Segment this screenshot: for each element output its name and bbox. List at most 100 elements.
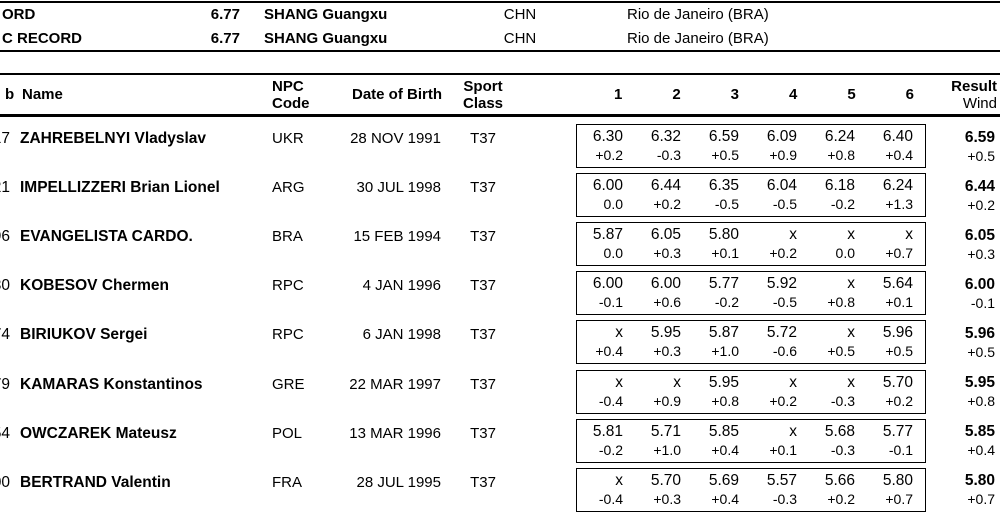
sport-class: T37	[470, 375, 496, 393]
attempt-wind: +0.4	[711, 490, 739, 507]
header-npc-line1: NPC	[272, 78, 304, 95]
date-of-birth: 13 MAR 1996	[349, 424, 441, 442]
header-attempt-2: 2	[672, 86, 681, 103]
attempt-cell: 5.64 +0.1	[867, 274, 925, 314]
result-distance: 5.96	[964, 324, 995, 342]
bib-number: 96	[0, 228, 10, 246]
attempt-wind: +0.2	[653, 196, 681, 213]
header-attempt-3: 3	[730, 86, 739, 103]
attempt-cell: 6.24 +0.8	[809, 127, 867, 167]
attempts-box: 5.81 -0.2 5.71 +1.0 5.85 +0.4 x +0.1 5.6…	[576, 418, 926, 463]
attempt-distance: 5.81	[592, 422, 623, 440]
npc-code: RPC	[272, 277, 304, 295]
attempt-cell: 5.87 +1.0	[693, 323, 751, 363]
attempt-cell: x +0.5	[809, 323, 867, 363]
attempt-cell: x +0.8	[809, 274, 867, 314]
npc-code: RPC	[272, 326, 304, 344]
result-distance: 6.44	[964, 177, 995, 195]
attempt-cell: 5.80 +0.1	[693, 225, 751, 265]
result-distance: 6.05	[964, 226, 995, 244]
attempt-cell: 5.77 -0.2	[693, 274, 751, 314]
header-npc-line2: Code	[272, 95, 310, 112]
attempt-cell: 5.81 -0.2	[577, 422, 635, 462]
header-bottom-rule	[0, 114, 1000, 117]
attempt-distance: 5.85	[708, 422, 739, 440]
header-attempt-numbers: 1 2 3 4 5 6	[576, 75, 926, 114]
attempt-cell: 5.70 +0.2	[867, 373, 925, 413]
attempt-distance: 5.80	[708, 226, 739, 244]
attempt-wind: 0.0	[603, 245, 623, 262]
date-of-birth: 30 JUL 1998	[356, 179, 441, 197]
attempt-cell: 6.18 -0.2	[809, 176, 867, 216]
date-of-birth: 28 NOV 1991	[350, 130, 441, 147]
athlete-name: OWCZAREK Mateusz	[20, 424, 177, 442]
athlete-row: 79 KAMARAS Konstantinos GRE 22 MAR 1997 …	[0, 369, 1000, 419]
attempt-cell: 6.04 -0.5	[751, 176, 809, 216]
bib-number: 21	[0, 179, 10, 197]
attempt-cell: 6.35 -0.5	[693, 176, 751, 216]
attempt-distance: 5.70	[882, 373, 913, 391]
npc-code: FRA	[272, 473, 302, 491]
header-result: Result Wind	[880, 78, 997, 112]
header-top-rule	[0, 73, 1000, 75]
attempt-wind: +0.5	[711, 147, 739, 163]
attempt-wind: +0.3	[653, 490, 681, 507]
attempt-cell: 5.96 +0.5	[867, 323, 925, 363]
attempt-distance: 5.68	[824, 422, 855, 440]
attempts-box: 6.30 +0.2 6.32 -0.3 6.59 +0.5 6.09 +0.9 …	[576, 124, 926, 168]
attempt-cell: x 0.0	[809, 225, 867, 265]
attempt-distance: 6.44	[650, 177, 681, 195]
result-cell: 5.80 +0.7	[880, 471, 995, 508]
attempt-distance: x	[847, 226, 855, 244]
result-wind: -0.1	[970, 294, 995, 311]
athlete-row: 74 BIRIUKOV Sergei RPC 6 JAN 1998 T37 x …	[0, 320, 1000, 369]
attempt-wind: -0.3	[830, 441, 855, 458]
attempt-cell: 5.57 -0.3	[751, 471, 809, 511]
attempt-wind: +0.4	[595, 343, 623, 360]
result-cell: 5.95 +0.8	[880, 373, 995, 410]
result-distance: 5.85	[964, 423, 995, 441]
attempt-wind: -0.4	[598, 490, 623, 507]
attempt-distance: x	[789, 226, 797, 244]
attempt-wind: -0.3	[656, 147, 681, 163]
attempt-wind: -0.5	[714, 196, 739, 213]
attempt-cell: 6.30 +0.2	[577, 127, 635, 167]
attempt-wind: -0.1	[598, 294, 623, 311]
attempt-cell: 6.32 -0.3	[635, 127, 693, 167]
record-npc: CHN	[503, 30, 537, 47]
attempt-distance: x	[615, 324, 623, 342]
attempt-cell: 5.70 +0.3	[635, 471, 693, 511]
attempt-wind: +0.3	[653, 343, 681, 360]
athlete-name: BIRIUKOV Sergei	[20, 326, 148, 344]
attempt-wind: +0.2	[885, 392, 913, 409]
header-attempt-6: 6	[905, 86, 914, 103]
attempt-wind: +1.0	[711, 343, 739, 360]
attempt-wind: +0.7	[885, 490, 913, 507]
attempt-wind: 0.0	[835, 245, 855, 262]
attempt-cell: 6.24 +1.3	[867, 176, 925, 216]
attempt-distance: 5.69	[708, 471, 739, 489]
attempt-cell: 5.69 +0.4	[693, 471, 751, 511]
attempt-cell: 6.00 -0.1	[577, 274, 635, 314]
attempt-distance: x	[673, 373, 681, 391]
npc-code: GRE	[272, 375, 305, 393]
record-row: C RECORD 6.77 SHANG Guangxu CHN Rio de J…	[0, 27, 1000, 51]
result-cell: 5.96 +0.5	[880, 324, 995, 361]
attempt-wind: -0.6	[772, 343, 797, 360]
attempt-distance: 6.00	[592, 177, 623, 195]
result-wind: +0.8	[967, 393, 995, 409]
attempts-box: 6.00 0.0 6.44 +0.2 6.35 -0.5 6.04 -0.5 6…	[576, 173, 926, 218]
attempt-wind: +0.2	[595, 147, 623, 163]
athlete-row: 54 OWCZAREK Mateusz POL 13 MAR 1996 T37 …	[0, 418, 1000, 468]
npc-code: BRA	[272, 228, 303, 246]
attempt-distance: 5.72	[766, 324, 797, 342]
attempt-cell: 5.87 0.0	[577, 225, 635, 265]
header-class-line2: Class	[462, 95, 504, 112]
attempt-distance: x	[847, 275, 855, 293]
attempt-wind: +0.2	[769, 245, 797, 262]
attempt-distance: 6.24	[824, 128, 855, 145]
bib-number: 74	[0, 326, 10, 344]
attempt-cell: x -0.4	[577, 471, 635, 511]
attempt-wind: -0.5	[772, 196, 797, 213]
